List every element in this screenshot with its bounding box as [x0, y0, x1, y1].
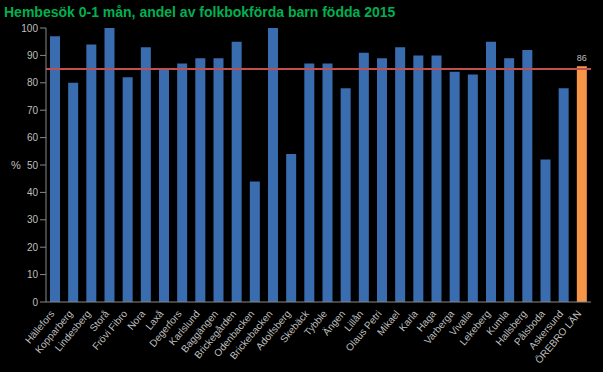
- svg-text:Brickebacken: Brickebacken: [227, 308, 275, 362]
- svg-text:Ängen: Ängen: [320, 308, 347, 337]
- svg-text:Storå: Storå: [87, 308, 112, 334]
- svg-text:Pålsboda: Pålsboda: [511, 308, 548, 348]
- svg-text:50: 50: [27, 160, 39, 171]
- svg-text:ÖREBRO LÄN: ÖREBRO LÄN: [533, 308, 584, 365]
- svg-text:Hallsberg: Hallsberg: [493, 308, 529, 348]
- svg-text:Askersund: Askersund: [526, 308, 566, 352]
- svg-text:Olaus Petri: Olaus Petri: [343, 308, 384, 354]
- svg-text:Kopparberg: Kopparberg: [32, 308, 75, 356]
- svg-text:Odenbacken: Odenbacken: [211, 308, 257, 359]
- svg-text:Skebäck: Skebäck: [277, 308, 311, 345]
- svg-text:Lindesberg: Lindesberg: [53, 308, 93, 353]
- svg-text:Lillån: Lillån: [342, 308, 366, 334]
- svg-text:Adolfsberg: Adolfsberg: [253, 308, 293, 352]
- svg-text:70: 70: [27, 105, 39, 116]
- svg-text:Lekeberg: Lekeberg: [457, 308, 493, 348]
- svg-text:Degerfors: Degerfors: [147, 308, 184, 349]
- html-text:Hembesök 0-1 mån, andel av fol: Hembesök 0-1 mån, andel av folkbokförda …: [4, 4, 396, 20]
- svg-text:Vivalla: Vivalla: [447, 308, 475, 338]
- svg-text:0: 0: [32, 297, 38, 308]
- svg-text:Tybble: Tybble: [301, 308, 330, 338]
- svg-text:86: 86: [577, 53, 587, 63]
- svg-text:%: %: [11, 159, 21, 171]
- svg-text:80: 80: [27, 77, 39, 88]
- svg-text:Hällefors: Hällefors: [22, 308, 57, 346]
- svg-text:100: 100: [21, 24, 38, 34]
- svg-text:Haga: Haga: [414, 308, 439, 334]
- svg-text:40: 40: [27, 187, 39, 198]
- svg-text:Mikael: Mikael: [375, 308, 402, 337]
- svg-text:30: 30: [27, 214, 39, 225]
- svg-text:Kumla: Kumla: [484, 308, 511, 337]
- svg-text:Frövi Fibro: Frövi Fibro: [90, 308, 129, 352]
- svg-text:Karlslund: Karlslund: [166, 308, 202, 348]
- svg-text:Brickegården: Brickegården: [192, 308, 239, 361]
- svg-text:Varberga: Varberga: [421, 308, 457, 347]
- svg-text:Nora: Nora: [125, 308, 148, 332]
- svg-text:60: 60: [27, 132, 39, 143]
- svg-text:90: 90: [27, 50, 39, 61]
- svg-text:20: 20: [27, 242, 39, 253]
- svg-text:10: 10: [27, 269, 39, 280]
- svg-text:Laxå: Laxå: [143, 308, 166, 332]
- svg-text:Karla: Karla: [396, 308, 420, 334]
- svg-text:Baggängen: Baggängen: [178, 308, 221, 355]
